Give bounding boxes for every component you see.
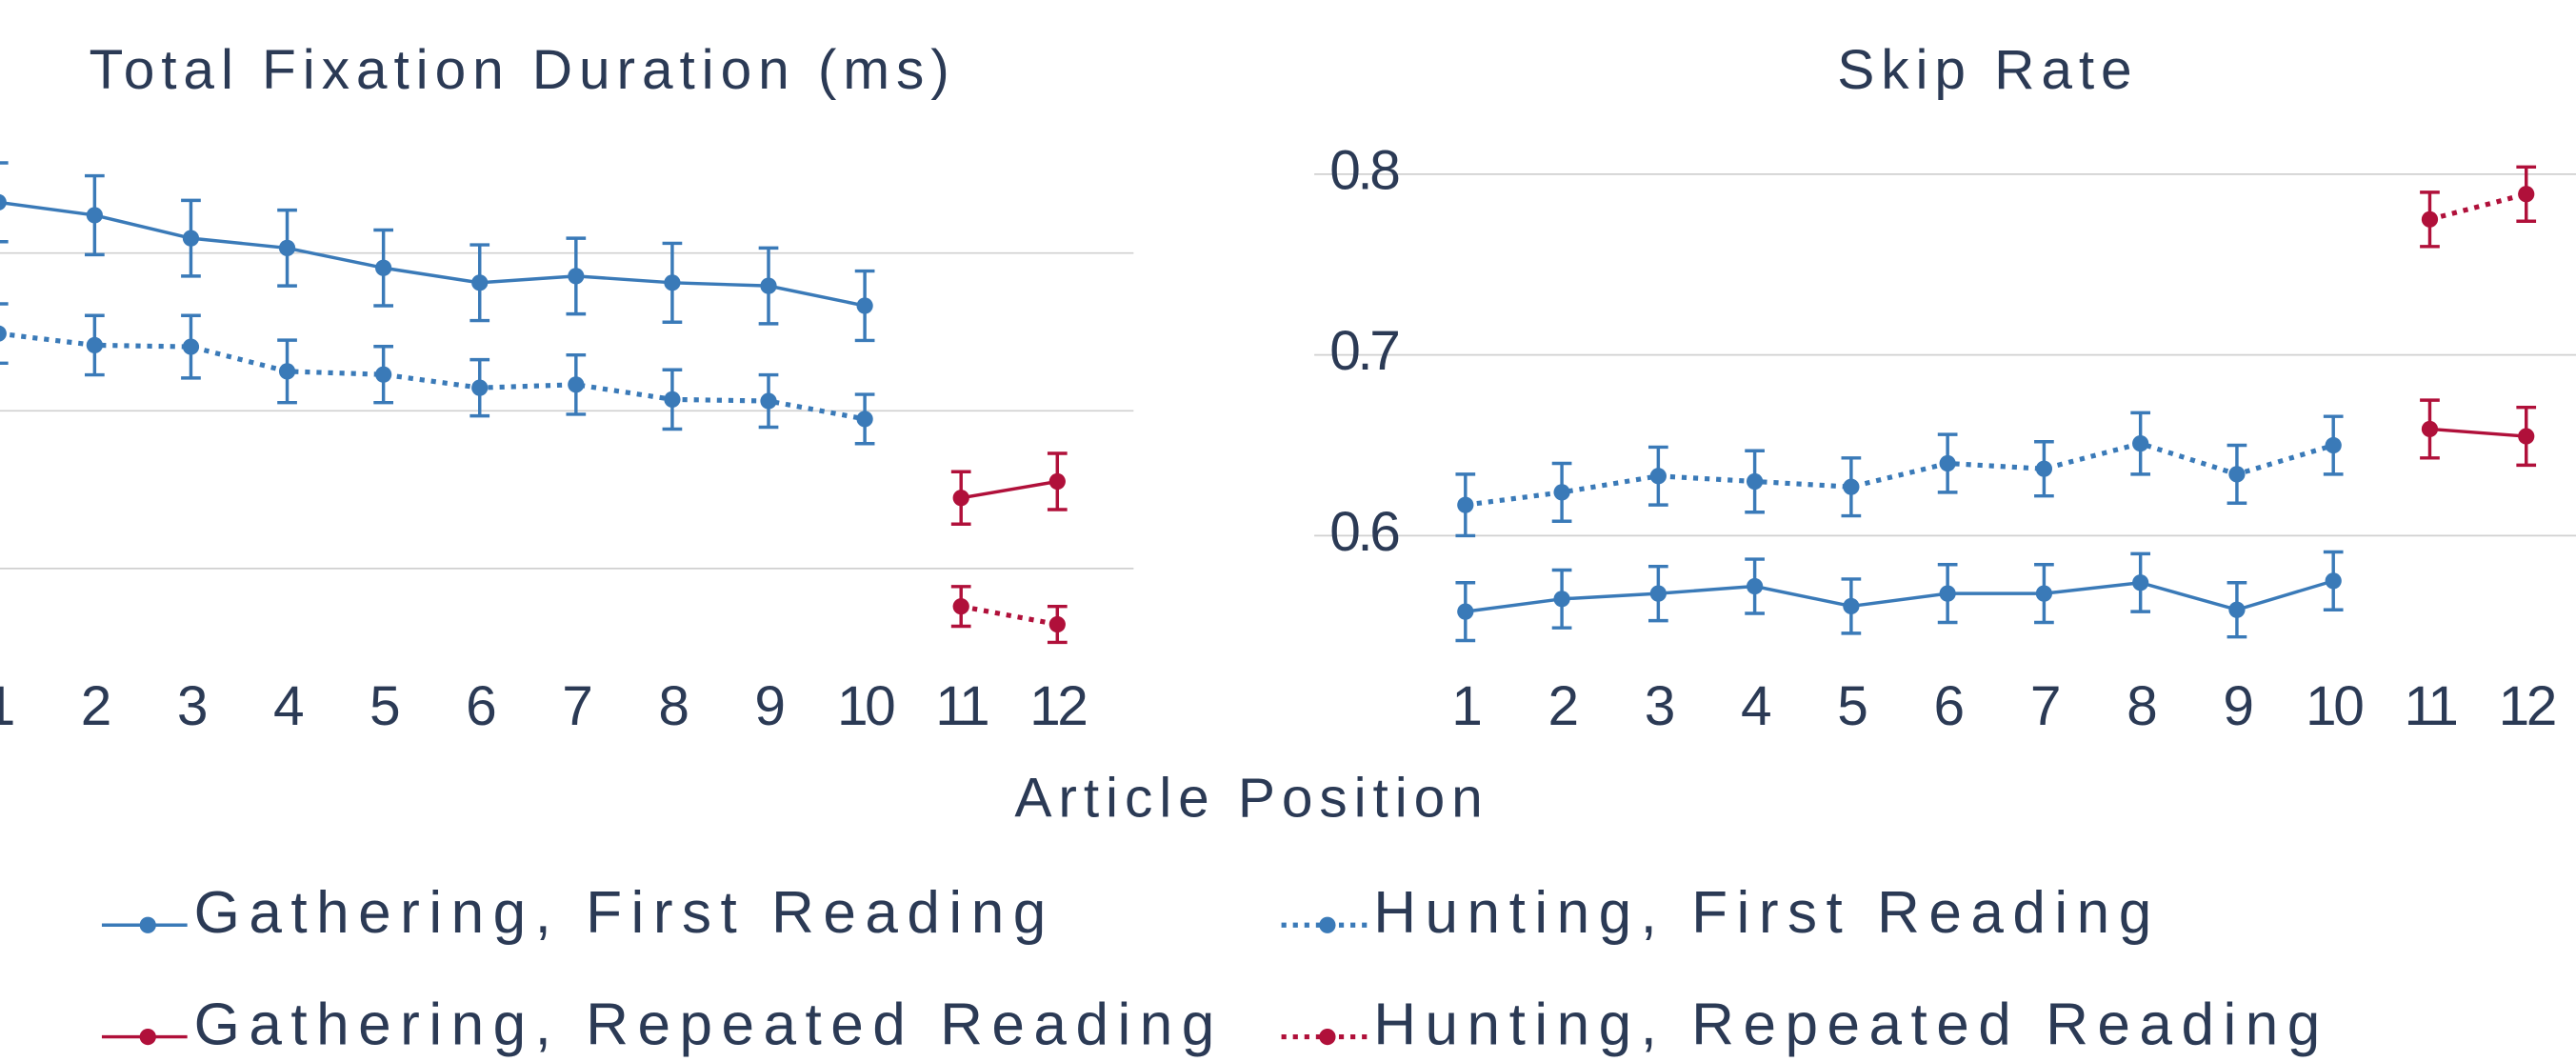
data-point <box>1553 591 1570 608</box>
series-line <box>1465 440 2334 508</box>
x-tick-label: 2 <box>1548 675 1576 737</box>
data-point <box>1939 585 1956 602</box>
data-point <box>278 239 296 257</box>
data-point <box>2325 436 2342 454</box>
data-point <box>1939 454 1956 472</box>
x-tick-label: 7 <box>562 675 590 737</box>
legend-label: Hunting, Repeated Reading <box>1373 992 2329 1057</box>
y-tick-label: 0.6 <box>1329 501 1399 563</box>
x-tick-label: 11 <box>935 675 988 737</box>
legend-marker <box>1319 1028 1336 1046</box>
data-point <box>1457 603 1474 620</box>
series-line <box>960 604 1058 628</box>
data-point <box>2421 210 2439 228</box>
data-point <box>375 259 392 276</box>
data-point <box>1746 577 1764 595</box>
data-point <box>1746 472 1764 491</box>
legend-label: Hunting, First Reading <box>1373 880 2161 946</box>
x-tick-label: 3 <box>1645 675 1674 737</box>
data-point <box>664 274 681 291</box>
series-line <box>2429 427 2526 438</box>
x-tick-label: 9 <box>2223 675 2251 737</box>
data-point <box>2228 601 2246 618</box>
legend-label: Gathering, Repeated Reading <box>194 992 1224 1057</box>
data-point <box>182 338 200 355</box>
y-tick-label: 0.8 <box>1329 139 1399 201</box>
data-point <box>182 230 200 247</box>
data-point <box>568 268 585 285</box>
data-point <box>2132 435 2149 452</box>
x-tick-label: 10 <box>2306 675 2363 737</box>
x-tick-label: 6 <box>466 675 495 737</box>
x-tick-label: 6 <box>1934 675 1964 737</box>
x-tick-label: 9 <box>754 675 783 737</box>
data-point <box>375 366 392 383</box>
data-point <box>1649 585 1667 602</box>
x-tick-label: 8 <box>2127 675 2156 737</box>
data-point <box>952 490 969 507</box>
x-tick-label: 8 <box>658 675 688 737</box>
data-point <box>0 193 7 210</box>
data-point <box>86 207 103 224</box>
error-bar <box>0 161 9 244</box>
data-point <box>2325 572 2342 590</box>
x-tick-label: 1 <box>0 675 13 737</box>
series-line <box>2428 191 2527 222</box>
data-point <box>2518 428 2535 445</box>
legend-marker <box>139 1028 156 1046</box>
chart-title: Total Fixation Duration (ms) <box>90 39 956 101</box>
data-point <box>2035 585 2053 602</box>
data-point <box>1048 615 1066 633</box>
legend-marker <box>1319 916 1336 933</box>
data-point <box>856 297 873 314</box>
x-tick-label: 5 <box>1837 675 1867 737</box>
data-point <box>1553 484 1570 501</box>
series-line <box>0 200 866 308</box>
data-point <box>760 277 777 294</box>
data-point <box>86 336 103 354</box>
x-tick-label: 4 <box>273 675 303 737</box>
data-point <box>471 379 489 396</box>
data-point <box>1649 468 1667 485</box>
x-tick-label: 1 <box>1451 675 1480 737</box>
data-point <box>1843 597 1860 615</box>
x-axis-label: Article Position <box>1014 767 1488 829</box>
x-tick-label: 12 <box>1029 675 1086 737</box>
y-tick-label: 0.7 <box>1329 320 1398 382</box>
legend-marker <box>139 916 156 933</box>
data-point <box>2228 466 2246 483</box>
series-line <box>960 479 1058 500</box>
x-tick-label: 3 <box>177 675 207 737</box>
series-line <box>0 331 866 422</box>
x-tick-label: 5 <box>369 675 399 737</box>
x-tick-label: 10 <box>837 675 894 737</box>
legend-label: Gathering, First Reading <box>194 880 1055 946</box>
x-tick-label: 2 <box>81 675 110 737</box>
data-point <box>2035 460 2053 477</box>
data-point <box>2421 420 2439 438</box>
data-point <box>1457 496 1474 513</box>
data-point <box>952 598 969 615</box>
data-point <box>664 391 681 409</box>
data-point <box>760 392 777 410</box>
chart-title: Skip Rate <box>1837 39 2138 101</box>
data-point <box>278 363 296 380</box>
data-point <box>1048 472 1066 491</box>
data-point <box>471 274 489 291</box>
x-tick-label: 12 <box>2499 675 2555 737</box>
data-point <box>1843 478 1860 495</box>
data-point <box>2132 574 2149 591</box>
x-tick-label: 7 <box>2030 675 2059 737</box>
x-tick-label: 11 <box>2404 675 2456 737</box>
data-point <box>568 376 585 393</box>
data-point <box>856 411 873 428</box>
x-tick-label: 4 <box>1741 675 1770 737</box>
error-bar <box>0 302 9 366</box>
data-point <box>2518 186 2535 203</box>
series-line <box>1465 579 2334 613</box>
data-point <box>0 325 7 342</box>
